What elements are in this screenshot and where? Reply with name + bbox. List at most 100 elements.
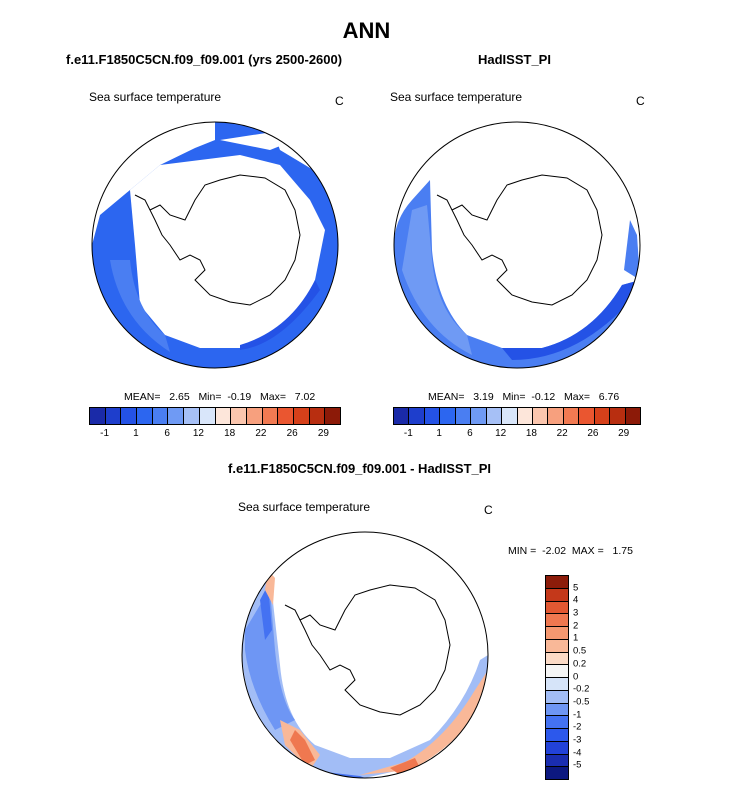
colorbar-box <box>546 689 568 703</box>
panel-1-colorbar-ticks: -1 1 6 12 18 22 26 29 <box>89 428 339 442</box>
colorbar-box <box>324 408 340 424</box>
panel-1-stats: MEAN= 2.65 Min= -0.19 Max= 7.02 <box>124 391 315 403</box>
panel-3-colorbar <box>545 575 569 780</box>
colorbar-box <box>578 408 594 424</box>
colorbar-box <box>439 408 455 424</box>
colorbar-tick-label: 0 <box>573 671 579 682</box>
panel-1-units: C <box>335 94 344 108</box>
colorbar-box <box>454 408 471 424</box>
colorbar-box <box>546 715 568 728</box>
panel-2-colorbar <box>393 407 641 425</box>
colorbar-box <box>546 638 568 652</box>
colorbar-box <box>408 408 424 424</box>
panel-3-variable: Sea surface temperature <box>238 500 371 514</box>
colorbar-tick-label: 1 <box>436 428 442 439</box>
colorbar-box <box>546 664 568 677</box>
panel-3-map <box>241 531 489 779</box>
colorbar-tick-label: 18 <box>525 428 537 439</box>
colorbar-tick-label: 18 <box>224 428 236 439</box>
colorbar-box <box>546 766 568 779</box>
colorbar-tick-label: 22 <box>255 428 267 439</box>
colorbar-box <box>485 408 502 424</box>
colorbar-box <box>198 408 215 424</box>
colorbar-box <box>394 408 409 424</box>
panel-2-mean-label: MEAN= <box>428 391 465 403</box>
colorbar-tick-label: 6 <box>467 428 473 439</box>
colorbar-box <box>546 728 568 741</box>
colorbar-box <box>308 408 325 424</box>
colorbar-tick-label: 4 <box>573 594 579 606</box>
panel-1-min: -0.19 <box>227 391 252 403</box>
colorbar-box <box>531 408 548 424</box>
colorbar-tick-label: 6 <box>164 428 170 439</box>
colorbar-tick-label: -4 <box>573 747 582 759</box>
panel-1-mean: 2.65 <box>169 391 190 403</box>
colorbar-box <box>277 408 293 424</box>
colorbar-box <box>546 587 568 601</box>
colorbar-box <box>546 626 568 639</box>
colorbar-tick-label: -5 <box>573 759 582 771</box>
panel-2-map <box>393 121 641 369</box>
colorbar-tick-label: -2 <box>573 721 582 733</box>
colorbar-box <box>214 408 231 424</box>
colorbar-box <box>90 408 105 424</box>
colorbar-box <box>183 408 199 424</box>
panel-3-stats: MIN = -2.02 MAX = 1.75 <box>508 545 633 557</box>
colorbar-tick-label: -1 <box>403 428 413 439</box>
panel-2-title: HadISST_PI <box>478 52 551 67</box>
panel-3-min: -2.02 <box>542 545 567 557</box>
colorbar-tick-label: 26 <box>286 428 298 439</box>
colorbar-tick-label: 12 <box>495 428 507 439</box>
colorbar-box <box>546 740 568 754</box>
colorbar-tick-label: 5 <box>573 582 579 594</box>
panel-3-title: f.e11.F1850C5CN.f09_f09.001 - HadISST_PI <box>228 461 492 476</box>
colorbar-tick-label: 3 <box>573 607 579 619</box>
colorbar-tick-label: 1 <box>573 632 579 644</box>
colorbar-box <box>546 613 568 626</box>
colorbar-box <box>501 408 517 424</box>
panel-1-colorbar <box>89 407 341 425</box>
colorbar-tick-label: 0.2 <box>573 658 587 670</box>
colorbar-box <box>245 408 262 424</box>
colorbar-box <box>230 408 246 424</box>
colorbar-tick-label: 0.5 <box>573 645 587 657</box>
colorbar-box <box>470 408 486 424</box>
panel-2-max-label: Max= <box>564 391 591 403</box>
colorbar-box <box>546 677 568 690</box>
colorbar-tick-label: -0.2 <box>573 683 590 695</box>
colorbar-box <box>423 408 440 424</box>
colorbar-tick-label: 1 <box>133 428 139 439</box>
colorbar-box <box>546 600 568 614</box>
colorbar-tick-label: -1 <box>100 428 110 439</box>
colorbar-box <box>120 408 137 424</box>
colorbar-box <box>292 408 309 424</box>
panel-2-colorbar-ticks: -1 1 6 12 18 22 26 29 <box>393 428 639 442</box>
panel-1-mean-label: MEAN= <box>124 391 161 403</box>
colorbar-box <box>546 702 568 716</box>
panel-1-variable: Sea surface temperature <box>89 90 222 104</box>
colorbar-box <box>261 408 278 424</box>
colorbar-tick-label: -3 <box>573 734 582 746</box>
colorbar-box <box>516 408 532 424</box>
panel-3-max-label: MAX = <box>571 545 604 557</box>
panel-2-stats: MEAN= 3.19 Min= -0.12 Max= 6.76 <box>428 391 619 403</box>
panel-1-max-label: Max= <box>260 391 287 403</box>
colorbar-tick-label: 29 <box>317 428 329 439</box>
panel-1-min-label: Min= <box>198 391 222 403</box>
panel-2-min-label: Min= <box>502 391 526 403</box>
colorbar-tick-label: 29 <box>618 428 630 439</box>
panel-1-map <box>91 121 339 369</box>
colorbar-tick-label: 12 <box>192 428 204 439</box>
panel-2-min: -0.12 <box>531 391 556 403</box>
colorbar-box <box>136 408 152 424</box>
main-title: ANN <box>342 18 391 43</box>
colorbar-tick-label: 2 <box>573 620 579 632</box>
panel-3-max: 1.75 <box>612 545 633 557</box>
panel-2-variable: Sea surface temperature <box>390 90 523 104</box>
colorbar-tick-label: -0.5 <box>573 696 590 708</box>
panel-3-units: C <box>484 503 493 517</box>
colorbar-box <box>624 408 640 424</box>
panel-2-max: 6.76 <box>598 391 620 403</box>
colorbar-box <box>104 408 121 424</box>
colorbar-box <box>562 408 579 424</box>
